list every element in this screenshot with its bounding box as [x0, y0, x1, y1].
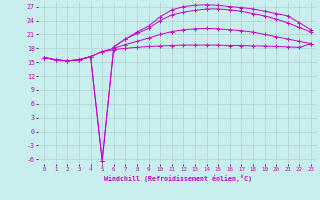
X-axis label: Windchill (Refroidissement éolien,°C): Windchill (Refroidissement éolien,°C) — [104, 175, 252, 182]
